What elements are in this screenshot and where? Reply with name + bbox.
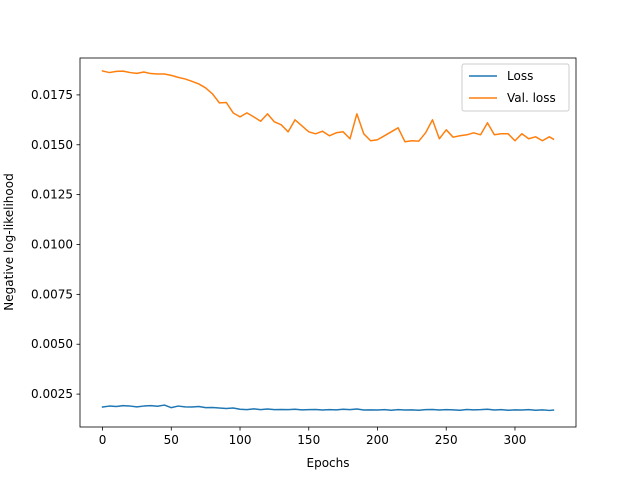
x-tick-label: 150 — [297, 433, 320, 447]
y-tick-label: 0.0075 — [31, 287, 73, 301]
x-tick-label: 50 — [164, 433, 179, 447]
legend: Loss Val. loss — [461, 63, 570, 112]
x-tick-label: 250 — [435, 433, 458, 447]
x-tick-label: 300 — [504, 433, 527, 447]
x-tick-label: 100 — [229, 433, 252, 447]
x-axis-label: Epochs — [307, 456, 350, 470]
plot-background — [80, 58, 576, 427]
y-axis-ticks: 0.0025 0.0050 0.0075 0.0100 0.0125 0.0150 0.01… — [31, 88, 80, 401]
series-line-loss — [101, 404, 555, 412]
x-tick-label: 0 — [99, 433, 107, 447]
y-tick-label: 0.0050 — [31, 337, 73, 351]
y-tick-label: 0.0175 — [31, 88, 73, 102]
y-tick-label: 0.0025 — [31, 387, 73, 401]
y-tick-label: 0.0125 — [31, 188, 73, 202]
y-tick-label: 0.0100 — [31, 237, 73, 251]
legend-label-val-loss: Val. loss — [507, 91, 556, 105]
y-axis-label: Negative log-likelihood — [2, 173, 16, 310]
series-line-val-loss — [101, 70, 555, 143]
x-tick-label: 200 — [366, 433, 389, 447]
y-tick-label: 0.0150 — [31, 138, 73, 152]
legend-label-loss: Loss — [507, 69, 533, 83]
x-axis-ticks: 0 50 100 150 200 250 300 — [99, 427, 527, 447]
plot-frame — [79, 57, 577, 428]
series-layer — [101, 70, 555, 412]
